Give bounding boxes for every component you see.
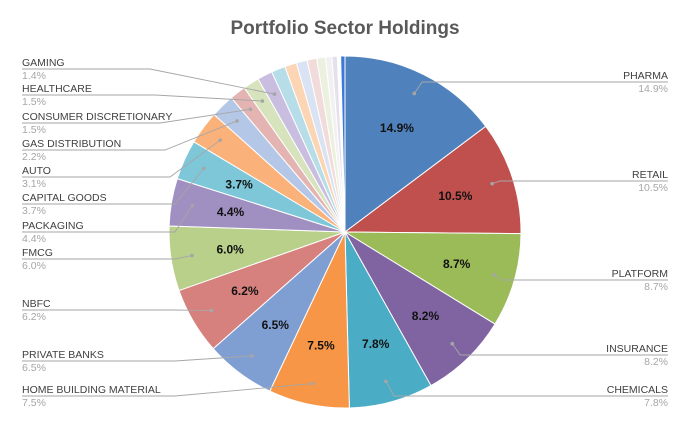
slice-value-label: 10.5% bbox=[438, 189, 472, 203]
callout-percent-label: 6.2% bbox=[22, 311, 46, 323]
callout-percent-label: 1.5% bbox=[22, 96, 46, 108]
leader-line bbox=[413, 81, 668, 94]
slice-value-label: 7.5% bbox=[307, 339, 335, 353]
leader-line bbox=[22, 205, 193, 233]
slice-value-label: 4.4% bbox=[217, 205, 245, 219]
slice-value-label: 8.2% bbox=[412, 309, 440, 323]
leader-line bbox=[22, 168, 205, 205]
pie-slice-pharma bbox=[344, 55, 487, 234]
callout-percent-label: 2.2% bbox=[22, 151, 46, 163]
pie-slice-platform bbox=[343, 231, 522, 325]
leader-line bbox=[22, 108, 251, 124]
callout-category-label: GAS DISTRIBUTION bbox=[22, 138, 121, 150]
callout-category-label: CAPITAL GOODS bbox=[22, 192, 107, 204]
callout-category-label: NBFC bbox=[22, 298, 51, 310]
callout-labels: 14.9%PHARMA14.9%10.5%RETAIL10.5%8.7%PLAT… bbox=[22, 57, 668, 409]
callout-category-label: GAMING bbox=[22, 57, 65, 69]
leader-line bbox=[492, 180, 668, 185]
leader-dot bbox=[248, 107, 253, 112]
slice-value-label: 7.8% bbox=[362, 337, 390, 351]
callout-percent-label: 8.2% bbox=[644, 356, 668, 368]
chart-title: Portfolio Sector Holdings bbox=[230, 18, 460, 39]
leader-line bbox=[22, 355, 253, 362]
slice-value-label: 6.0% bbox=[217, 243, 245, 257]
pie-slices bbox=[168, 55, 522, 409]
leader-line bbox=[22, 383, 313, 397]
callout-category-label: PACKAGING bbox=[22, 220, 84, 232]
callout-category-label: PLATFORM bbox=[612, 268, 668, 280]
callout-category-label: HOME BUILDING MATERIAL bbox=[22, 384, 161, 396]
leader-dot bbox=[260, 99, 265, 103]
callout-percent-label: 3.1% bbox=[22, 178, 46, 190]
callout-percent-label: 1.4% bbox=[22, 70, 46, 82]
pie-slice-insurance bbox=[343, 230, 496, 387]
leader-line bbox=[22, 94, 263, 102]
leader-line bbox=[22, 120, 238, 151]
callout-percent-label: 14.9% bbox=[638, 83, 668, 95]
leader-dot bbox=[311, 381, 315, 386]
callout-category-label: RETAIL bbox=[632, 169, 668, 181]
leader-line bbox=[493, 274, 668, 281]
leader-line bbox=[385, 381, 668, 397]
slice-value-label: 6.5% bbox=[262, 318, 290, 332]
leader-line bbox=[22, 139, 221, 178]
callout-percent-label: 8.7% bbox=[644, 281, 668, 293]
callout-percent-label: 1.5% bbox=[22, 124, 46, 136]
pie-slice-unlabeled bbox=[340, 55, 346, 233]
callout-percent-label: 10.5% bbox=[638, 182, 668, 194]
leader-dot bbox=[272, 92, 277, 96]
slice-value-label: 8.7% bbox=[443, 257, 471, 271]
slice-value-label: 6.2% bbox=[231, 284, 259, 298]
leader-dot bbox=[209, 308, 214, 313]
callout-category-label: CHEMICALS bbox=[607, 384, 668, 396]
leader-line bbox=[22, 255, 193, 260]
callout-leaders bbox=[22, 68, 668, 397]
leader-line bbox=[451, 343, 668, 356]
callout-percent-label: 3.7% bbox=[22, 205, 46, 217]
callout-category-label: CONSUMER DISCRETIONARY bbox=[22, 111, 172, 123]
slice-value-label: 3.7% bbox=[225, 177, 253, 191]
callout-category-label: FMCG bbox=[22, 247, 53, 259]
callout-percent-label: 4.4% bbox=[22, 233, 46, 245]
callout-category-label: AUTO bbox=[22, 165, 51, 177]
callout-percent-label: 6.0% bbox=[22, 260, 46, 272]
callout-category-label: PRIVATE BANKS bbox=[22, 349, 104, 361]
leader-line bbox=[22, 68, 275, 95]
callout-category-label: INSURANCE bbox=[606, 343, 668, 355]
callout-category-label: PHARMA bbox=[623, 70, 668, 82]
pie-slice-retail bbox=[343, 125, 522, 235]
slice-value-label: 14.9% bbox=[380, 121, 414, 135]
leader-line bbox=[22, 309, 212, 311]
callout-percent-label: 7.8% bbox=[644, 397, 668, 409]
callout-percent-label: 6.5% bbox=[22, 362, 46, 374]
callout-category-label: HEALTHCARE bbox=[22, 83, 92, 95]
callout-percent-label: 7.5% bbox=[22, 397, 46, 409]
